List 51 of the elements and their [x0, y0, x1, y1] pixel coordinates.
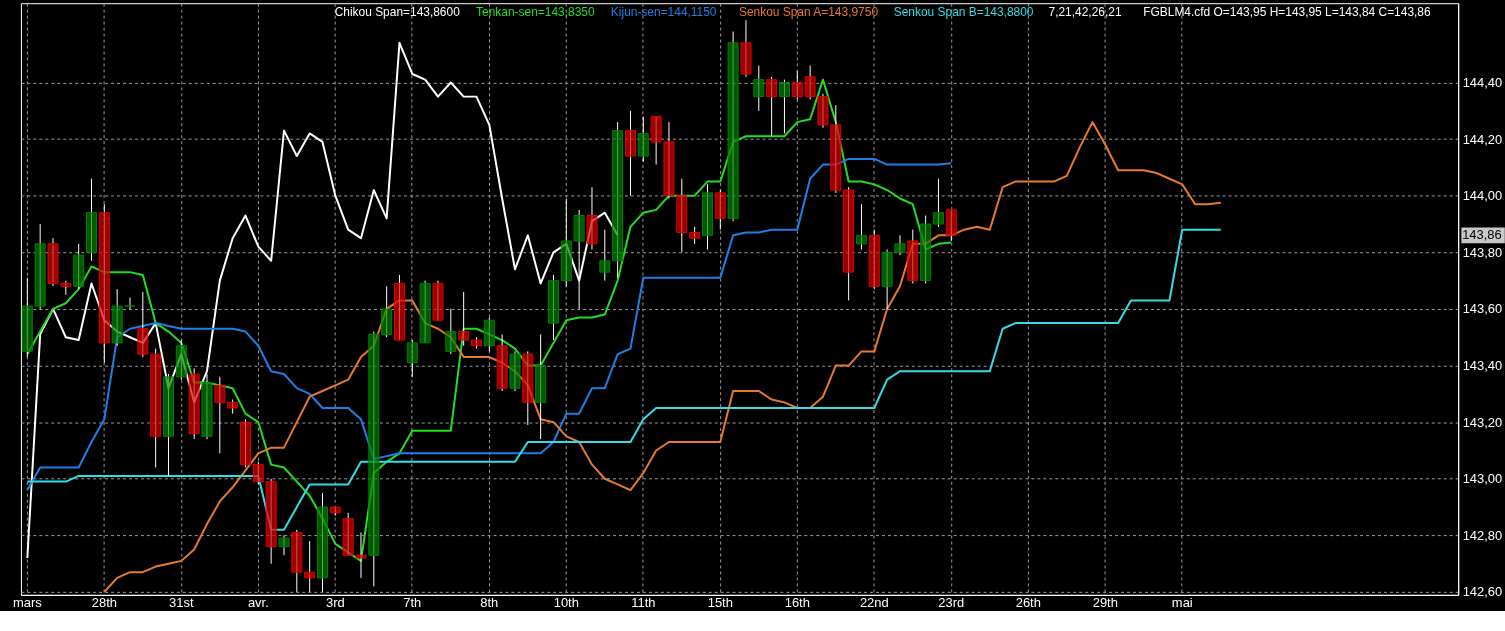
- x-tick-label: avr.: [247, 595, 269, 611]
- x-tick-label: 8th: [480, 595, 499, 611]
- line-series: [26, 157, 953, 492]
- text: Chikou Span=143,8600: [334, 5, 461, 20]
- candlestick: [252, 461, 264, 485]
- x-tick-label: 26th: [1015, 595, 1041, 611]
- candlestick: [124, 297, 136, 310]
- line-series: [26, 228, 1222, 531]
- text: Tenkan-sen=143,8350: [476, 5, 595, 20]
- text: Senkou Span B=143,8800: [893, 5, 1034, 20]
- x-tick-label: 29th: [1092, 595, 1118, 611]
- x-tick-label: 16th: [784, 595, 810, 611]
- candlestick: [778, 79, 790, 134]
- annotation: 7,21,42,26,21: [1048, 5, 1122, 20]
- candlestick: [304, 540, 316, 593]
- y-tick-label: 143,80: [1462, 244, 1503, 260]
- x-tick-label: 22nd: [859, 595, 889, 611]
- x-tick-label: 23rd: [938, 595, 965, 611]
- candlestick: [637, 115, 649, 163]
- annotation: FGBLM4.cfd O=143,95 H=143,95 L=143,84 C=143,86: [1143, 5, 1431, 20]
- y-tick-label: 142,60: [1462, 584, 1503, 600]
- y-tick-label: 144,20: [1462, 131, 1503, 147]
- y-tick-label: 144,00: [1462, 188, 1503, 204]
- candlestick: [458, 291, 470, 347]
- x-tick-label: mars: [12, 595, 42, 611]
- line-series: [103, 121, 1222, 594]
- y-tick-label: 143,40: [1462, 358, 1503, 374]
- candlestick: [214, 376, 226, 454]
- x-tick-label: 7th: [403, 595, 422, 611]
- x-tick-label: 31st: [169, 595, 194, 611]
- x-tick-label: 10th: [553, 595, 579, 611]
- candlestick: [766, 76, 778, 137]
- text: Senkou Span A=143,9750: [738, 5, 879, 20]
- candlestick: [278, 534, 290, 556]
- y-tick-label: 143,60: [1462, 301, 1503, 317]
- candlestick: [599, 229, 611, 282]
- y-tick-label: 143,00: [1462, 471, 1503, 487]
- candlestick: [932, 178, 944, 228]
- x-tick-label: 15th: [707, 595, 733, 611]
- y-tick-label: 142,80: [1462, 527, 1503, 543]
- x-tick-label: 3rd: [325, 595, 345, 611]
- annotation: 143,86: [1462, 227, 1502, 243]
- x-tick-label: 11th: [631, 595, 656, 611]
- y-tick-label: 144,40: [1462, 74, 1503, 90]
- candlestick: [753, 64, 765, 112]
- candlestick: [445, 308, 457, 355]
- x-tick-label: 28th: [91, 595, 117, 611]
- x-tick-label: mai: [1171, 595, 1193, 611]
- candlestick: [855, 203, 867, 250]
- y-tick-label: 143,20: [1462, 414, 1503, 430]
- text: Kijun-sen=144,1150: [610, 5, 717, 20]
